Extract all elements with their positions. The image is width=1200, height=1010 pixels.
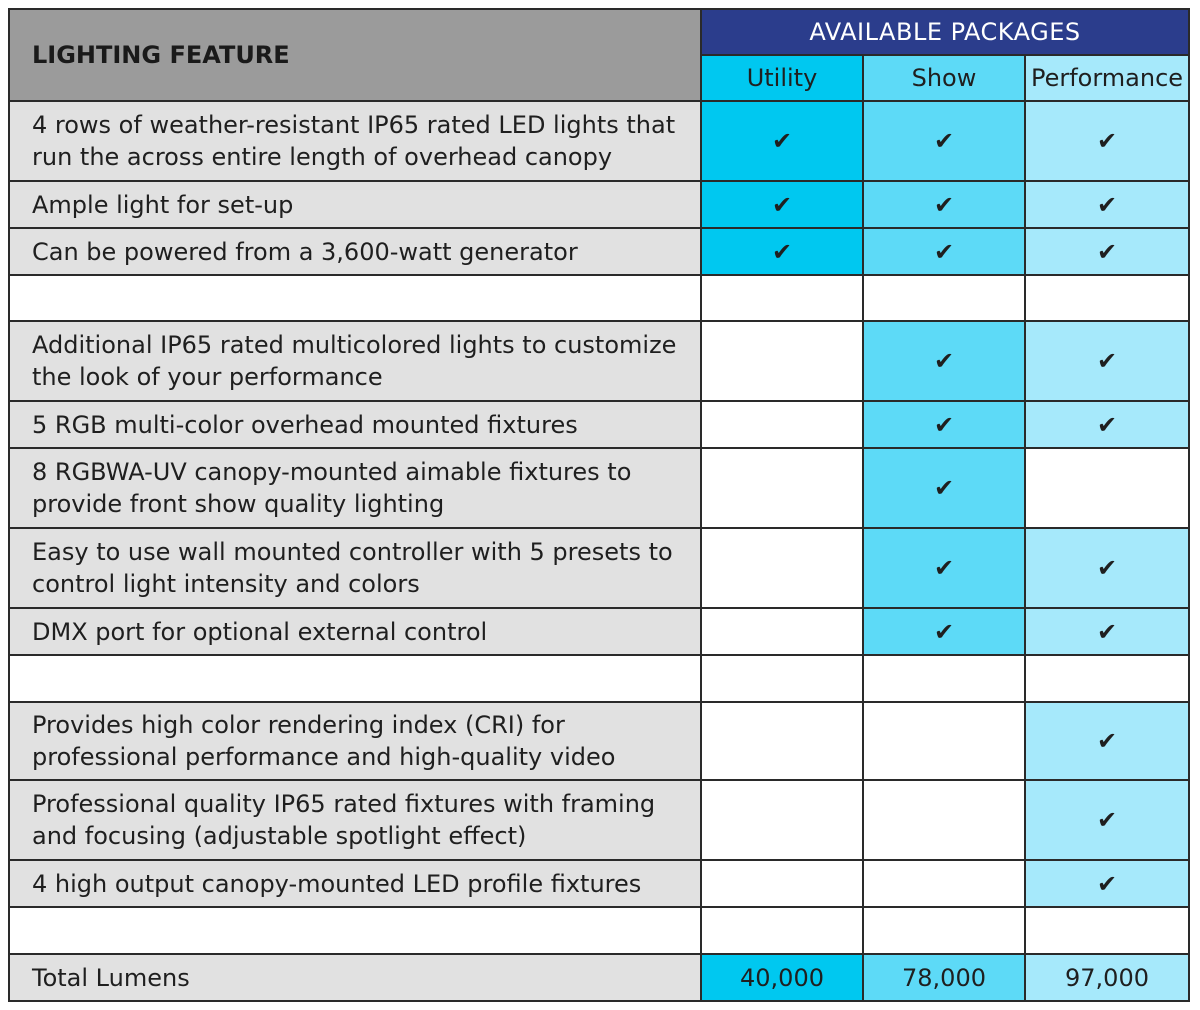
utility-check-icon: ✔ bbox=[700, 227, 864, 276]
show-empty-cell bbox=[862, 779, 1026, 861]
empty-cell bbox=[862, 274, 1026, 322]
empty-cell bbox=[700, 906, 864, 955]
show-check-icon: ✔ bbox=[862, 527, 1026, 609]
totals-row: Total Lumens 40,000 78,000 97,000 bbox=[8, 953, 1190, 1002]
table-row: 5 RGB multi-color overhead mounted fixtu… bbox=[8, 400, 1190, 449]
table-row: Ample light for set-up ✔ ✔ ✔ bbox=[8, 180, 1190, 229]
empty-cell bbox=[1024, 274, 1190, 322]
table-row: Easy to use wall mounted controller with… bbox=[8, 527, 1190, 609]
utility-check-icon: ✔ bbox=[700, 180, 864, 229]
empty-cell bbox=[8, 654, 702, 703]
performance-check-icon: ✔ bbox=[1024, 320, 1190, 402]
utility-lumens-value: 40,000 bbox=[700, 953, 864, 1002]
show-empty-cell bbox=[862, 701, 1026, 781]
show-check-icon: ✔ bbox=[862, 100, 1026, 182]
table-row: DMX port for optional external control ✔… bbox=[8, 607, 1190, 656]
utility-empty-cell bbox=[700, 607, 864, 656]
performance-check-icon: ✔ bbox=[1024, 701, 1190, 781]
show-check-icon: ✔ bbox=[862, 180, 1026, 229]
show-empty-cell bbox=[862, 859, 1026, 908]
utility-check-icon: ✔ bbox=[700, 100, 864, 182]
table-row: 4 rows of weather-resistant IP65 rated L… bbox=[8, 100, 1190, 182]
table-row: Provides high color rendering index (CRI… bbox=[8, 701, 1190, 781]
column-header-show: Show bbox=[862, 54, 1026, 102]
table-row: Additional IP65 rated multicolored light… bbox=[8, 320, 1190, 402]
spacer-row bbox=[8, 274, 1190, 322]
column-header-performance: Performance bbox=[1024, 54, 1190, 102]
utility-empty-cell bbox=[700, 527, 864, 609]
feature-cell: 8 RGBWA-UV canopy-mounted aimable fixtur… bbox=[8, 447, 702, 529]
performance-check-icon: ✔ bbox=[1024, 180, 1190, 229]
empty-cell bbox=[8, 274, 702, 322]
performance-check-icon: ✔ bbox=[1024, 859, 1190, 908]
utility-empty-cell bbox=[700, 447, 864, 529]
show-check-icon: ✔ bbox=[862, 400, 1026, 449]
utility-empty-cell bbox=[700, 701, 864, 781]
feature-cell: Provides high color rendering index (CRI… bbox=[8, 701, 702, 781]
table-row: Professional quality IP65 rated fixtures… bbox=[8, 779, 1190, 861]
show-check-icon: ✔ bbox=[862, 607, 1026, 656]
feature-cell: Professional quality IP65 rated fixtures… bbox=[8, 779, 702, 861]
lighting-packages-table: LIGHTING FEATURE AVAILABLE PACKAGES Util… bbox=[8, 8, 1190, 1002]
show-check-icon: ✔ bbox=[862, 447, 1026, 529]
utility-empty-cell bbox=[700, 779, 864, 861]
performance-check-icon: ✔ bbox=[1024, 227, 1190, 276]
empty-cell bbox=[862, 906, 1026, 955]
performance-check-icon: ✔ bbox=[1024, 527, 1190, 609]
show-check-icon: ✔ bbox=[862, 320, 1026, 402]
feature-cell: Additional IP65 rated multicolored light… bbox=[8, 320, 702, 402]
feature-cell: 4 high output canopy-mounted LED profile… bbox=[8, 859, 702, 908]
feature-cell: 5 RGB multi-color overhead mounted fixtu… bbox=[8, 400, 702, 449]
performance-check-icon: ✔ bbox=[1024, 400, 1190, 449]
empty-cell bbox=[862, 654, 1026, 703]
performance-lumens-value: 97,000 bbox=[1024, 953, 1190, 1002]
show-lumens-value: 78,000 bbox=[862, 953, 1026, 1002]
utility-empty-cell bbox=[700, 400, 864, 449]
lighting-packages-table-wrapper: LIGHTING FEATURE AVAILABLE PACKAGES Util… bbox=[8, 8, 1190, 1002]
spacer-row bbox=[8, 654, 1190, 703]
empty-cell bbox=[1024, 654, 1190, 703]
feature-cell: Can be powered from a 3,600-watt generat… bbox=[8, 227, 702, 276]
spacer-row bbox=[8, 906, 1190, 955]
header-lighting-feature: LIGHTING FEATURE bbox=[8, 8, 702, 102]
feature-cell: Ample light for set-up bbox=[8, 180, 702, 229]
table-row: Can be powered from a 3,600-watt generat… bbox=[8, 227, 1190, 276]
header-available-packages: AVAILABLE PACKAGES bbox=[700, 8, 1190, 56]
empty-cell bbox=[8, 906, 702, 955]
performance-check-icon: ✔ bbox=[1024, 779, 1190, 861]
empty-cell bbox=[1024, 906, 1190, 955]
table-row: 4 high output canopy-mounted LED profile… bbox=[8, 859, 1190, 908]
total-lumens-label: Total Lumens bbox=[8, 953, 702, 1002]
empty-cell bbox=[700, 654, 864, 703]
performance-check-icon: ✔ bbox=[1024, 607, 1190, 656]
utility-empty-cell bbox=[700, 320, 864, 402]
table-row: 8 RGBWA-UV canopy-mounted aimable fixtur… bbox=[8, 447, 1190, 529]
utility-empty-cell bbox=[700, 859, 864, 908]
feature-cell: 4 rows of weather-resistant IP65 rated L… bbox=[8, 100, 702, 182]
show-check-icon: ✔ bbox=[862, 227, 1026, 276]
empty-cell bbox=[700, 274, 864, 322]
feature-cell: DMX port for optional external control bbox=[8, 607, 702, 656]
performance-empty-cell bbox=[1024, 447, 1190, 529]
feature-cell: Easy to use wall mounted controller with… bbox=[8, 527, 702, 609]
performance-check-icon: ✔ bbox=[1024, 100, 1190, 182]
column-header-utility: Utility bbox=[700, 54, 864, 102]
